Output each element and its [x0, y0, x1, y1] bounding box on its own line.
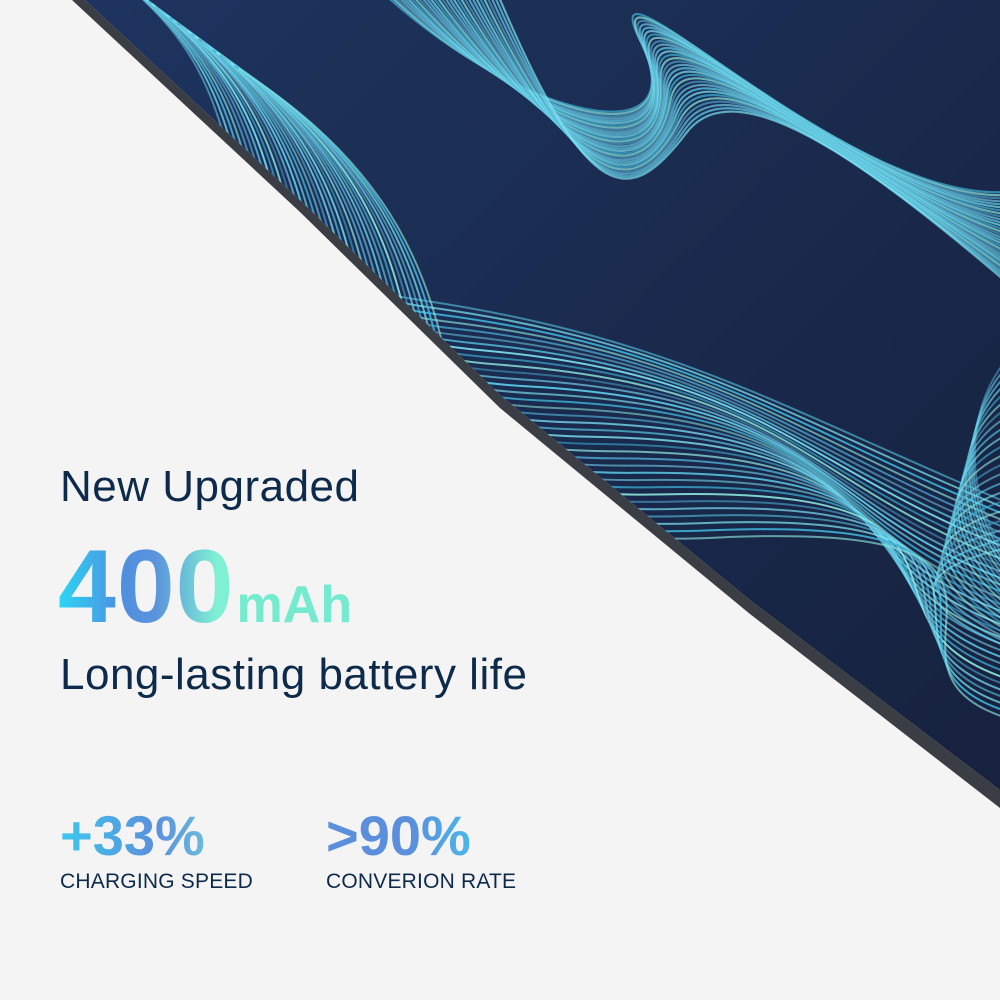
swirl-line: [140, 0, 1000, 559]
headline: New Upgraded: [60, 462, 360, 511]
swirl-line: [934, 529, 1000, 661]
swirl-line: [936, 519, 1000, 658]
swirl-line: [147, 0, 1000, 572]
swirl-line: [223, 57, 1000, 704]
swirl-line: [158, 8, 1000, 591]
capacity-value: 400: [58, 529, 235, 645]
swirl-line: [962, 389, 1000, 619]
swirl-line: [950, 449, 1000, 637]
stat-conversion-rate: >90% CONVERION RATE: [326, 808, 516, 894]
swirl-line: [948, 459, 1000, 640]
swirl-line: [237, 68, 1000, 729]
swirl-line: [960, 399, 1000, 622]
swirl-line: [953, 439, 1000, 634]
swirl-line: [227, 60, 1000, 710]
swirl-line: [942, 489, 1000, 649]
stat-label: CHARGING SPEED: [60, 870, 253, 893]
swirl-line: [169, 16, 1000, 610]
swirl-line: [938, 509, 1000, 655]
swirl-line: [165, 14, 1000, 603]
subline: Long-lasting battery life: [60, 650, 528, 699]
stat-charging-speed: +33% CHARGING SPEED: [60, 808, 253, 894]
swirl-line: [155, 6, 1000, 584]
swirl-line: [126, 0, 1000, 534]
swirl-line: [144, 0, 1000, 566]
swirl-line: [932, 539, 1000, 664]
swirl-line: [133, 0, 1000, 547]
swirl-line: [129, 0, 1000, 540]
capacity: 400mAh: [58, 528, 352, 647]
swirl-line: [494, 0, 1000, 321]
swirl-line: [230, 62, 1000, 717]
swirl-line: [151, 3, 1000, 578]
swirl-line: [162, 11, 1000, 597]
swirl-line: [970, 349, 1000, 607]
stat-value: +33%: [60, 808, 253, 864]
swirl-line: [234, 65, 1000, 723]
swirl-line: [940, 499, 1000, 652]
swirl-line: [137, 0, 1000, 553]
swirl-line: [972, 339, 1000, 604]
stat-value: >90%: [326, 808, 516, 864]
swirl-line: [173, 19, 1000, 616]
stat-label: CONVERION RATE: [326, 870, 517, 893]
device-edge-shadow: [72, 0, 1000, 808]
swirl-line: [219, 54, 1000, 698]
capacity-unit: mAh: [236, 576, 353, 634]
